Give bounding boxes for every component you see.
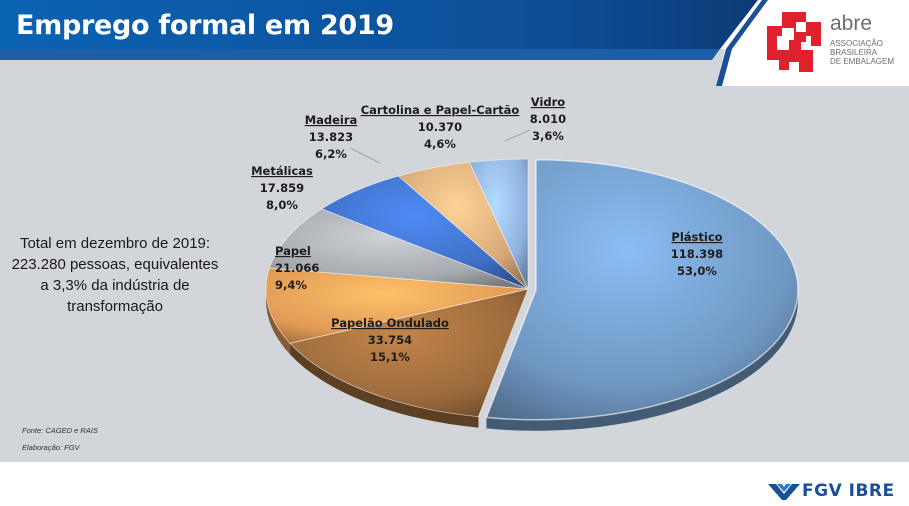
slice-label-percent: 8,0%: [266, 198, 298, 212]
slice-label: Metálicas 17.859 8,0%: [251, 164, 313, 212]
slice-label-value: 13.823: [309, 130, 353, 144]
slice-label-name: Vidro: [531, 95, 566, 109]
slice-label-name: Madeira: [305, 113, 358, 127]
source-fonte: Fonte: CAGED e RAIS: [22, 426, 98, 435]
slice-label-percent: 6,2%: [315, 147, 347, 161]
abre-logo: abre ASSOCIAÇÃO BRASILEIRA DE EMBALAGEM: [765, 12, 905, 76]
total-note: Total em dezembro de 2019: 223.280 pesso…: [0, 233, 230, 317]
fgv-ibre-logo: FGV IBRE: [768, 481, 908, 502]
pie-slice: [289, 288, 529, 418]
slice-label-name: Papel: [275, 244, 311, 258]
total-note-line: Total em dezembro de 2019:: [19, 235, 211, 252]
slice-label-value: 118.398: [671, 247, 723, 261]
abre-logo-subtitle-line: ASSOCIAÇÃO: [830, 39, 883, 48]
pie-slices: [265, 158, 799, 421]
abre-logo-name: abre: [830, 12, 873, 35]
slice-label: Plástico 118.398 53,0%: [671, 230, 723, 278]
fgv-ibre-wordmark: FGV IBRE: [802, 481, 895, 501]
slice-label: Cartolina e Papel-Cartão 10.370 4,6%: [361, 103, 520, 151]
header-background: [0, 0, 768, 86]
slice-label-value: 21.066: [275, 261, 319, 275]
pie-sides: [266, 289, 798, 431]
pie-slice-side: [289, 343, 479, 428]
footer: FGV IBRE: [0, 462, 909, 506]
chart-area: Plástico 118.398 53,0% Papelão Ondulado 33.7…: [0, 86, 909, 462]
slice-label: Papelão Ondulado 33.754 15,1%: [331, 316, 449, 364]
pie-slice: [485, 159, 799, 421]
total-note-line: 223.280 pessoas, equivalentes: [11, 256, 219, 273]
fgv-chevron-icon: [768, 484, 800, 500]
label-leader-line: [349, 147, 381, 164]
page-title: Emprego formal em 2019: [16, 10, 394, 41]
abre-logo-subtitle: ASSOCIAÇÃO BRASILEIRA DE EMBALAGEM: [830, 39, 909, 66]
source-elaboracao: Elaboração: FGV: [22, 443, 80, 452]
slice-label: Papel 21.066 9,4%: [275, 244, 319, 292]
slice-label-value: 33.754: [368, 333, 412, 347]
total-note-line: transformação: [67, 298, 163, 315]
slice-label-name: Cartolina e Papel-Cartão: [361, 103, 520, 117]
pie-slice: [265, 267, 529, 344]
abre-logo-icon: [767, 12, 821, 72]
slice-label-percent: 4,6%: [424, 137, 456, 151]
slice-label-percent: 9,4%: [275, 278, 307, 292]
header-banner: Emprego formal em 2019 abre ASSOCIAÇÃO B…: [0, 0, 909, 86]
slice-label-percent: 15,1%: [370, 350, 410, 364]
source-note: Fonte: CAGED e RAIS Elaboração: FGV: [22, 422, 98, 456]
pie-slice-side: [266, 289, 290, 355]
slice-label: Madeira 13.823 6,2%: [305, 113, 358, 161]
slice-label-name: Metálicas: [251, 164, 313, 178]
total-note-line: a 3,3% da indústria de: [40, 277, 190, 294]
slice-label-percent: 53,0%: [677, 264, 717, 278]
abre-logo-subtitle-line: BRASILEIRA: [830, 48, 878, 57]
pie-slice: [268, 208, 529, 290]
slice-label-value: 8.010: [530, 112, 566, 126]
pie-chart: Plástico 118.398 53,0% Papelão Ondulado 33.7…: [251, 95, 799, 431]
slice-label-name: Papelão Ondulado: [331, 316, 449, 330]
slice-label-value: 10.370: [418, 120, 462, 134]
abre-logo-subtitle-line: DE EMBALAGEM: [830, 57, 895, 66]
slice-label: Vidro 8.010 3,6%: [530, 95, 566, 143]
slice-label-value: 17.859: [260, 181, 304, 195]
slice-label-name: Plástico: [671, 230, 722, 244]
label-leader-line: [504, 129, 531, 142]
slice-label-percent: 3,6%: [532, 129, 564, 143]
pie-slice: [468, 158, 529, 290]
